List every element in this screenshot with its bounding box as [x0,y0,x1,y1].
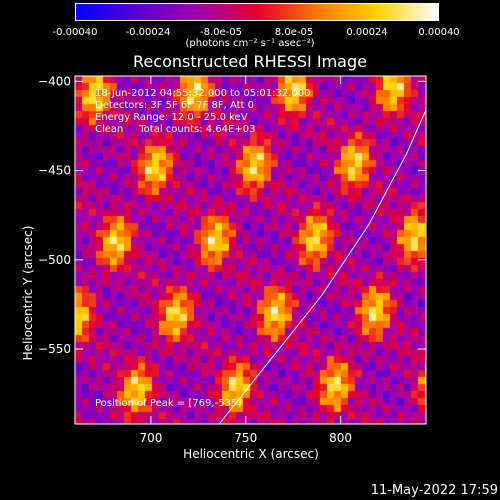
colorbar-tick-label: 0.00024 [346,27,388,38]
x-tick-label: 700 [139,431,162,445]
colorbar-tick-label: -0.00040 [52,27,98,38]
colorbar-gradient [75,3,439,21]
y-tick-label: −550 [38,342,71,356]
colorbar-tick-label: 8.0e-05 [274,27,314,38]
peak-annotation: Position of Peak = [769,-535] [95,398,242,409]
x-tick-label: 750 [234,431,257,445]
y-axis-label: Heliocentric Y (arcsec) [21,225,35,361]
method-annotation: Clean Total counts: 4.64E+03 [95,124,256,135]
colorbar-tick-label: 0.00040 [418,27,460,38]
plot-frame [74,75,427,425]
energy-annotation: Energy Range: 12.0 - 25.0 keV [95,112,248,123]
heatmap-image [75,76,426,424]
colorbar-tick-label: -8.0e-05 [200,27,242,38]
x-axis-label: Heliocentric X (arcsec) [183,447,319,461]
colorbar-tick-label: -0.00024 [125,27,171,38]
timestamp: 11-May-2022 17:59 [370,483,498,498]
solar-limb-line [218,109,426,424]
y-tick-label: −400 [38,74,71,88]
time-range-annotation: 18-Jun-2012 04:55:32.000 to 05:01:32.000 [95,88,311,99]
detectors-annotation: Detectors: 3F 5F 6F 7F 8F, Att 0 [95,100,255,111]
x-tick-label: 800 [329,431,352,445]
colorbar [75,3,439,21]
y-tick-label: −500 [38,253,71,267]
chart-title: Reconstructed RHESSI Image [133,52,367,71]
colorbar-units: (photons cm⁻² s⁻¹ asec⁻²) [185,38,315,49]
heatmap-plot [75,76,426,424]
y-tick-label: −450 [38,164,71,178]
